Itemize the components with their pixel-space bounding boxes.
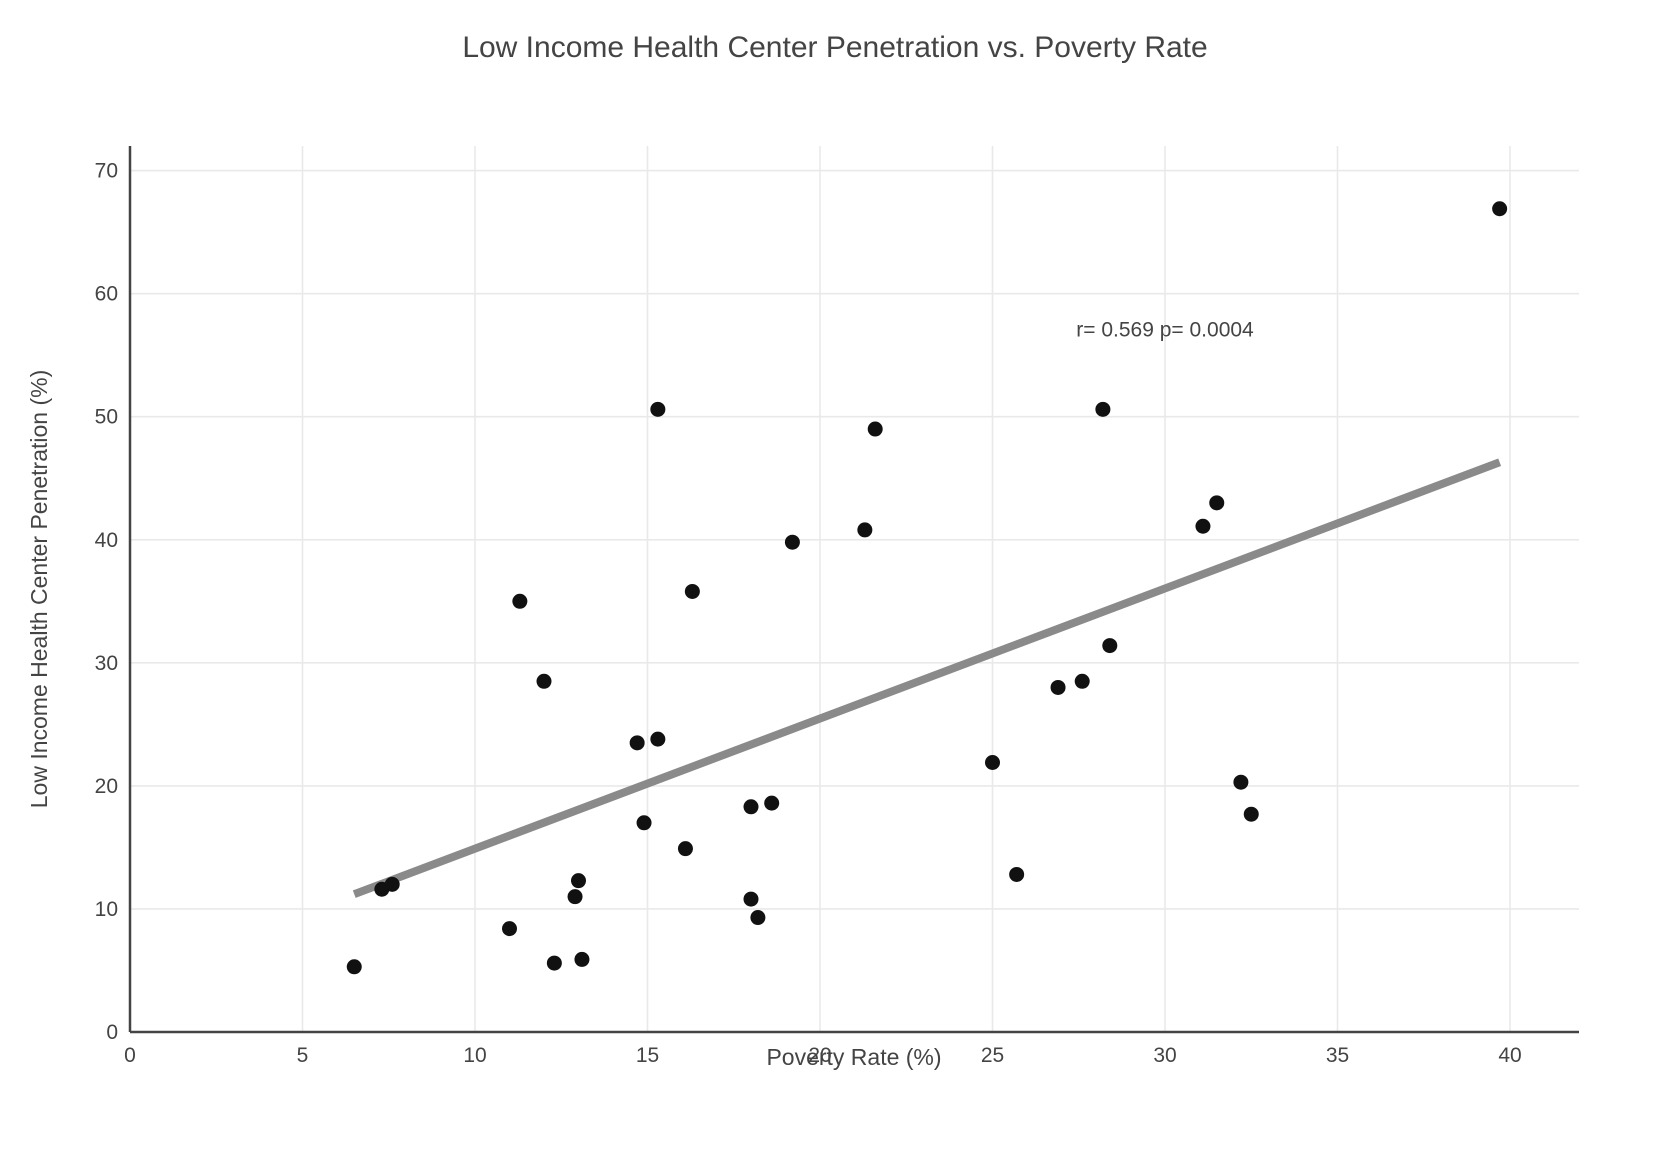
data-point [677,841,693,857]
y-tick-label: 0 [106,1021,118,1044]
data-point [1209,495,1225,511]
data-point [502,921,517,937]
data-point [1074,673,1090,689]
data-point [1233,774,1249,790]
data-point [650,731,666,747]
correlation-annotation: r= 0.569 p= 0.0004 [1076,319,1254,342]
y-axis-title: Low Income Health Center Penetration (%) [26,370,52,809]
data-point [346,959,362,975]
data-point [1492,201,1508,217]
data-point [867,421,883,437]
data-point [629,735,645,751]
data-point [985,755,1000,771]
data-point [857,522,873,538]
x-tick-label: 0 [124,1044,136,1067]
x-tick-label: 35 [1326,1044,1349,1067]
axes [128,146,1579,1034]
gridlines [129,146,1579,1033]
y-tick-label: 60 [95,283,118,306]
y-tick-label: 50 [95,406,118,429]
data-point [567,889,583,905]
data-point [1050,679,1066,695]
x-tick-label: 30 [1153,1044,1176,1067]
data-point [650,401,666,417]
x-tick-label: 15 [636,1044,659,1067]
data-point [743,891,759,907]
x-tick-label: 10 [463,1044,486,1067]
data-point [684,583,700,599]
data-point [512,593,528,609]
data-point [536,673,552,689]
y-tick-label: 30 [95,652,118,675]
data-point [750,910,766,926]
data-point [1102,638,1118,654]
y-tick-label: 10 [95,898,118,921]
data-point [1243,806,1259,822]
data-point [574,951,590,967]
y-tick-label: 70 [95,160,118,183]
x-tick-label: 5 [297,1044,309,1067]
data-point [784,534,800,550]
x-tick-label: 25 [981,1044,1004,1067]
x-tick-label: 20 [808,1044,831,1067]
trend-line [352,458,1502,898]
y-tick-label: 20 [95,775,118,798]
scatter-points [346,201,1508,975]
data-point [636,815,652,831]
data-point [1095,401,1111,417]
x-tick-label: 40 [1498,1044,1521,1067]
x-axis-title: Poverty Rate (%) [766,1044,941,1070]
tick-labels: 0 5 10 15 20 25 30 35 40 0 10 20 30 40 50 60 70 [95,160,1522,1067]
data-point [743,799,759,815]
chart-title: Low Income Health Center Penetration vs.… [462,31,1207,64]
trend-line-layer [352,458,1502,898]
data-point [571,873,586,889]
data-point [1009,866,1025,882]
y-tick-label: 40 [95,529,118,552]
data-point [1195,518,1211,534]
data-point [384,876,400,892]
data-point [764,795,780,811]
data-point [546,955,562,971]
